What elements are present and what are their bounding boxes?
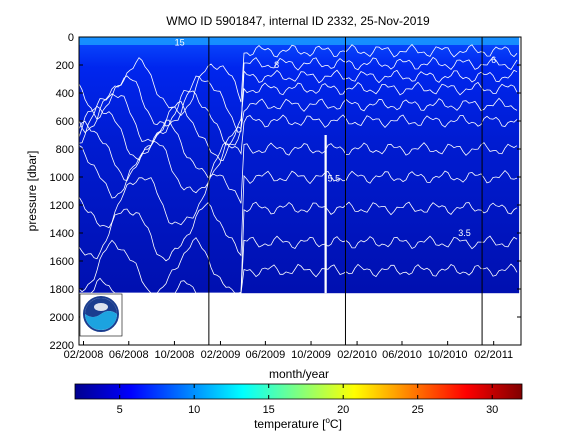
isotherm-5.5: [79, 114, 518, 199]
chart-title: WMO ID 5901847, internal ID 2332, 25-Nov…: [166, 14, 430, 28]
colorbar-tick-label-5: 30: [486, 404, 498, 416]
x-tick-label-1: 06/2008: [109, 349, 149, 361]
colorbar: 5 10 15 20 25 30 temperature [oC]: [74, 383, 523, 431]
noaa-logo: [79, 293, 123, 337]
plot-area: 5.5 3.5 6 15 8 0 200 400 600 800 1000 1200 1400 1600…: [50, 32, 522, 361]
colorbar-tick-label-3: 20: [337, 404, 349, 416]
x-tick-label-6: 02/2010: [337, 349, 377, 361]
x-tick-label-0: 02/2008: [64, 349, 104, 361]
x-tick-label-4: 06/2009: [245, 349, 285, 361]
x-axis: 02/2008 06/2008 10/2008 02/2009 06/2009 10/20…: [64, 341, 513, 361]
isotherm-5: [79, 142, 518, 229]
x-tick-label-2: 10/2008: [155, 349, 195, 361]
surface-warm-layer: [79, 37, 520, 45]
y-tick-label-0: 0: [68, 32, 74, 44]
y-tick-label-6: 1200: [50, 200, 74, 212]
contour-label-0: 5.5: [328, 173, 341, 183]
contour-label-4: 8: [274, 60, 279, 70]
colorbar-tick-label-2: 15: [263, 404, 275, 416]
isotherm-3.2: [79, 263, 518, 294]
isotherm-8: [79, 56, 518, 134]
colorbar-label: temperature [oC]: [254, 416, 342, 431]
y-axis: 0 200 400 600 800 1000 1200 1400 1600 1800 2000 220…: [50, 32, 521, 352]
x-tick-label-5: 10/2009: [291, 349, 331, 361]
isotherm-7: [79, 69, 518, 146]
colorbar-tick-label-4: 25: [412, 404, 424, 416]
x-tick-label-9: 02/2011: [474, 349, 513, 361]
x-tick-label-8: 10/2010: [428, 349, 468, 361]
contour-label-3: 15: [175, 38, 185, 48]
contour-label-1: 3.5: [458, 228, 471, 238]
isotherm-6: [79, 97, 518, 182]
y-tick-label-2: 400: [56, 88, 74, 100]
y-tick-label-1: 200: [56, 60, 74, 72]
isotherm-9: [79, 43, 518, 120]
y-tick-label-10: 2000: [50, 312, 74, 324]
isotherm-contours: [79, 43, 518, 294]
colorbar-gradient: [74, 383, 523, 400]
y-tick-label-11: 2200: [50, 340, 74, 352]
y-tick-label-7: 1400: [50, 228, 74, 240]
y-tick-label-4: 800: [56, 144, 74, 156]
isotherm-4.5: [79, 170, 518, 262]
colorbar-tick-label-0: 5: [117, 404, 123, 416]
y-tick-label-5: 1000: [50, 172, 74, 184]
x-axis-label: month/year: [269, 367, 329, 381]
y-tick-label-3: 600: [56, 116, 74, 128]
data-gap: [324, 135, 327, 294]
y-tick-label-8: 1600: [50, 256, 74, 268]
x-tick-label-7: 06/2010: [382, 349, 422, 361]
y-tick-label-9: 1800: [50, 284, 74, 296]
colorbar-tick-label-1: 10: [188, 404, 200, 416]
x-tick-label-3: 02/2009: [201, 349, 241, 361]
y-axis-label: pressure [dbar]: [25, 151, 39, 232]
contour-label-2: 6: [491, 55, 496, 65]
plot-frame: [78, 36, 522, 346]
